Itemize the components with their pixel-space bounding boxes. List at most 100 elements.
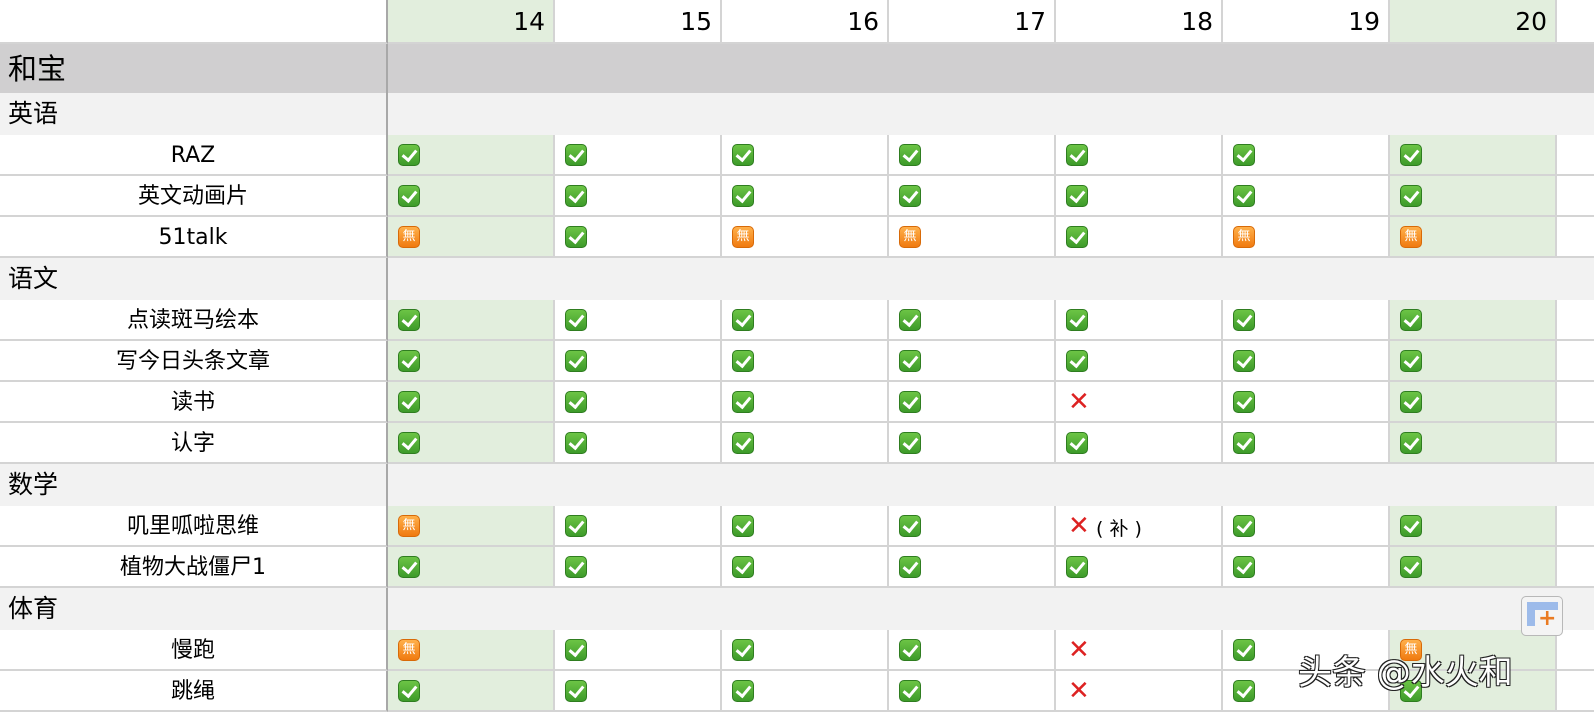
day-cell-18[interactable]: ✕ xyxy=(1056,671,1223,712)
group-label[interactable]: 语文 xyxy=(0,258,388,300)
day-cell-17[interactable] xyxy=(889,258,1056,300)
day-cell-18[interactable]: ✕ xyxy=(1056,630,1223,671)
day-cell-15[interactable] xyxy=(555,258,722,300)
day-cell-17[interactable] xyxy=(889,423,1056,464)
day-cell-14[interactable] xyxy=(388,176,555,217)
day-cell-20[interactable] xyxy=(1390,671,1557,712)
day-cell-19[interactable] xyxy=(1223,382,1390,423)
day-cell-15[interactable] xyxy=(555,382,722,423)
group-label[interactable]: 英语 xyxy=(0,93,388,135)
day-cell-16[interactable]: 無 xyxy=(722,217,889,258)
day-cell-18[interactable] xyxy=(1056,44,1223,93)
day-cell-16[interactable] xyxy=(722,341,889,382)
day-cell-16[interactable] xyxy=(722,176,889,217)
day-cell-19[interactable] xyxy=(1223,671,1390,712)
task-label[interactable]: 写今日头条文章 xyxy=(0,341,388,382)
day-cell-15[interactable] xyxy=(555,464,722,506)
day-cell-17[interactable] xyxy=(889,300,1056,341)
day-cell-14[interactable] xyxy=(388,93,555,135)
day-cell-18[interactable]: ✕ xyxy=(1056,382,1223,423)
day-cell-16[interactable] xyxy=(722,506,889,547)
task-label[interactable]: 点读斑马绘本 xyxy=(0,300,388,341)
task-label[interactable]: 慢跑 xyxy=(0,630,388,671)
day-cell-20[interactable] xyxy=(1390,135,1557,176)
day-cell-19[interactable] xyxy=(1223,300,1390,341)
day-cell-20[interactable] xyxy=(1390,258,1557,300)
day-cell-19[interactable] xyxy=(1223,423,1390,464)
day-cell-18[interactable]: 18 xyxy=(1056,0,1223,44)
day-cell-16[interactable]: 16 xyxy=(722,0,889,44)
empty-cell[interactable] xyxy=(1557,671,1594,712)
day-cell-19[interactable] xyxy=(1223,506,1390,547)
day-cell-18[interactable]: ✕ ( 补 ) xyxy=(1056,506,1223,547)
task-label[interactable]: 读书 xyxy=(0,382,388,423)
day-cell-19[interactable] xyxy=(1223,258,1390,300)
day-cell-15[interactable] xyxy=(555,506,722,547)
day-cell-18[interactable] xyxy=(1056,176,1223,217)
day-cell-15[interactable] xyxy=(555,300,722,341)
day-cell-18[interactable] xyxy=(1056,93,1223,135)
day-cell-19[interactable] xyxy=(1223,341,1390,382)
day-cell-17[interactable] xyxy=(889,135,1056,176)
day-cell-20[interactable]: 20 xyxy=(1390,0,1557,44)
empty-cell[interactable] xyxy=(1557,506,1594,547)
empty-cell[interactable] xyxy=(1557,423,1594,464)
day-cell-19[interactable]: 無 xyxy=(1223,217,1390,258)
day-cell-15[interactable] xyxy=(555,588,722,630)
empty-cell[interactable] xyxy=(1557,44,1594,93)
day-cell-19[interactable] xyxy=(1223,630,1390,671)
day-cell-20[interactable] xyxy=(1390,423,1557,464)
day-cell-14[interactable] xyxy=(388,135,555,176)
empty-cell[interactable] xyxy=(1557,135,1594,176)
day-cell-20[interactable] xyxy=(1390,44,1557,93)
day-cell-20[interactable] xyxy=(1390,300,1557,341)
day-cell-17[interactable] xyxy=(889,547,1056,588)
day-cell-14[interactable] xyxy=(388,671,555,712)
day-cell-14[interactable] xyxy=(388,423,555,464)
day-cell-17[interactable] xyxy=(889,176,1056,217)
day-cell-16[interactable] xyxy=(722,382,889,423)
empty-cell[interactable] xyxy=(1557,464,1594,506)
day-cell-14[interactable] xyxy=(388,341,555,382)
group-label[interactable]: 数学 xyxy=(0,464,388,506)
day-cell-17[interactable] xyxy=(889,341,1056,382)
task-label[interactable]: 叽里呱啦思维 xyxy=(0,506,388,547)
day-cell-18[interactable] xyxy=(1056,464,1223,506)
day-cell-17[interactable] xyxy=(889,671,1056,712)
task-label[interactable]: RAZ xyxy=(0,135,388,176)
day-cell-14[interactable]: 14 xyxy=(388,0,555,44)
day-cell-16[interactable] xyxy=(722,258,889,300)
day-cell-19[interactable] xyxy=(1223,588,1390,630)
empty-cell[interactable] xyxy=(1557,176,1594,217)
day-cell-15[interactable] xyxy=(555,217,722,258)
day-cell-15[interactable] xyxy=(555,423,722,464)
task-label[interactable]: 英文动画片 xyxy=(0,176,388,217)
day-cell-20[interactable] xyxy=(1390,93,1557,135)
day-cell-15[interactable] xyxy=(555,44,722,93)
empty-cell[interactable] xyxy=(1557,93,1594,135)
day-cell-20[interactable]: 無 xyxy=(1390,217,1557,258)
empty-cell[interactable] xyxy=(1557,382,1594,423)
day-cell-17[interactable] xyxy=(889,588,1056,630)
day-cell-14[interactable]: 無 xyxy=(388,630,555,671)
day-cell-14[interactable] xyxy=(388,382,555,423)
task-label[interactable]: 跳绳 xyxy=(0,671,388,712)
empty-cell[interactable] xyxy=(1557,217,1594,258)
day-cell-20[interactable] xyxy=(1390,506,1557,547)
day-cell-16[interactable] xyxy=(722,300,889,341)
day-cell-17[interactable] xyxy=(889,464,1056,506)
day-cell-15[interactable] xyxy=(555,176,722,217)
day-cell-17[interactable] xyxy=(889,44,1056,93)
empty-cell[interactable] xyxy=(1557,0,1594,44)
day-cell-18[interactable] xyxy=(1056,341,1223,382)
day-cell-20[interactable] xyxy=(1390,464,1557,506)
day-cell-15[interactable] xyxy=(555,93,722,135)
day-cell-17[interactable] xyxy=(889,506,1056,547)
day-cell-18[interactable] xyxy=(1056,217,1223,258)
day-cell-20[interactable] xyxy=(1390,341,1557,382)
day-cell-20[interactable] xyxy=(1390,382,1557,423)
day-cell-17[interactable] xyxy=(889,382,1056,423)
empty-cell[interactable] xyxy=(1557,588,1594,630)
day-cell-18[interactable] xyxy=(1056,300,1223,341)
day-cell-16[interactable] xyxy=(722,44,889,93)
